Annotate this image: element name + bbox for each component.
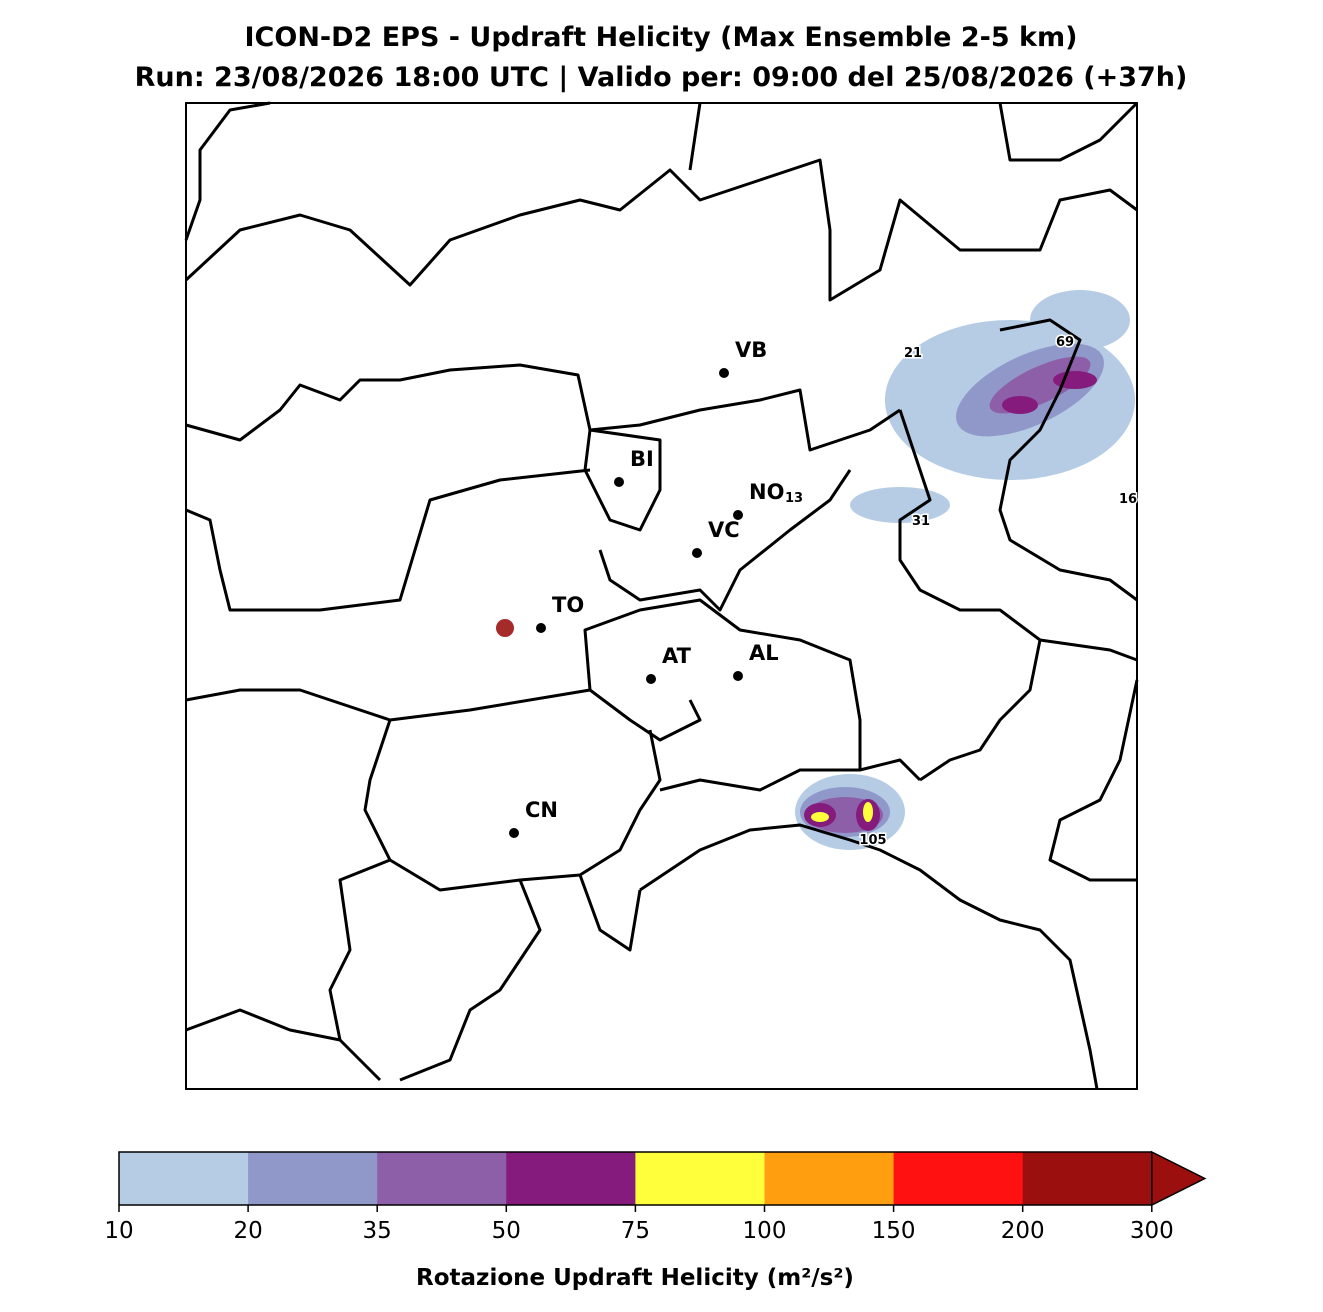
colorbar-tick-label: 150 <box>872 1218 916 1244</box>
city-label: CN <box>525 798 558 822</box>
colorbar-tick-label: 20 <box>233 1218 262 1244</box>
city-dot <box>614 477 624 487</box>
max-label: 69 <box>1056 335 1074 350</box>
colorbar-extend <box>1151 1150 1207 1207</box>
city-label: AT <box>662 644 692 668</box>
city-dot <box>509 828 519 838</box>
colorbar-tick-label: 35 <box>363 1218 392 1244</box>
city-label: NO <box>749 480 784 504</box>
map: VB BI NO VC TO AT AL CN 21 69 13 31 16 105 <box>184 101 1139 1090</box>
city-dot <box>646 674 656 684</box>
city-dot <box>536 623 546 633</box>
city-label: VC <box>708 518 740 542</box>
city-dot <box>719 368 729 378</box>
max-label: 16 <box>1119 492 1137 507</box>
city-dot <box>692 548 702 558</box>
colorbar-tick-label: 75 <box>621 1218 650 1244</box>
colorbar-tick-label: 300 <box>1130 1218 1174 1244</box>
city-dot <box>733 671 743 681</box>
city-label: TO <box>552 593 584 617</box>
colorbar-segment <box>1022 1152 1153 1205</box>
colorbar-segment <box>248 1152 378 1205</box>
colorbar-segment <box>506 1152 636 1205</box>
map-frame <box>185 102 1138 1090</box>
city-label: BI <box>630 447 654 471</box>
max-label: 31 <box>912 514 930 529</box>
colorbar-label: Rotazione Updraft Helicity (m²/s²) <box>416 1265 854 1291</box>
colorbar-tick-label: 200 <box>1001 1218 1045 1244</box>
city-label: VB <box>735 338 767 362</box>
max-label: 13 <box>785 491 803 506</box>
colorbar-segment <box>893 1152 1024 1205</box>
colorbar-tick-label: 100 <box>743 1218 787 1244</box>
title: ICON-D2 EPS - Updraft Helicity (Max Ense… <box>245 22 1078 53</box>
borders <box>184 101 1139 1090</box>
colorbar-tick-label: 50 <box>492 1218 521 1244</box>
city-label: AL <box>749 641 779 665</box>
colorbar-segment <box>119 1152 249 1205</box>
colorbar-segment <box>764 1152 895 1205</box>
cities: VB BI NO VC TO AT AL CN <box>509 338 784 838</box>
subtitle: Run: 23/08/2026 18:00 UTC | Valido per: … <box>135 62 1188 93</box>
max-label: 105 <box>859 833 886 848</box>
colorbar-segment <box>635 1152 765 1205</box>
colorbar-tick-label: 10 <box>104 1218 133 1244</box>
colorbar: 10 20 35 50 75 100 150 200 300 <box>104 1150 1207 1244</box>
city-dot <box>733 510 743 520</box>
max-labels: 21 69 13 31 16 105 <box>783 334 1138 850</box>
helicity-field <box>795 290 1135 850</box>
location-marker <box>496 619 514 637</box>
colorbar-segment <box>377 1152 507 1205</box>
max-label: 21 <box>904 346 922 361</box>
